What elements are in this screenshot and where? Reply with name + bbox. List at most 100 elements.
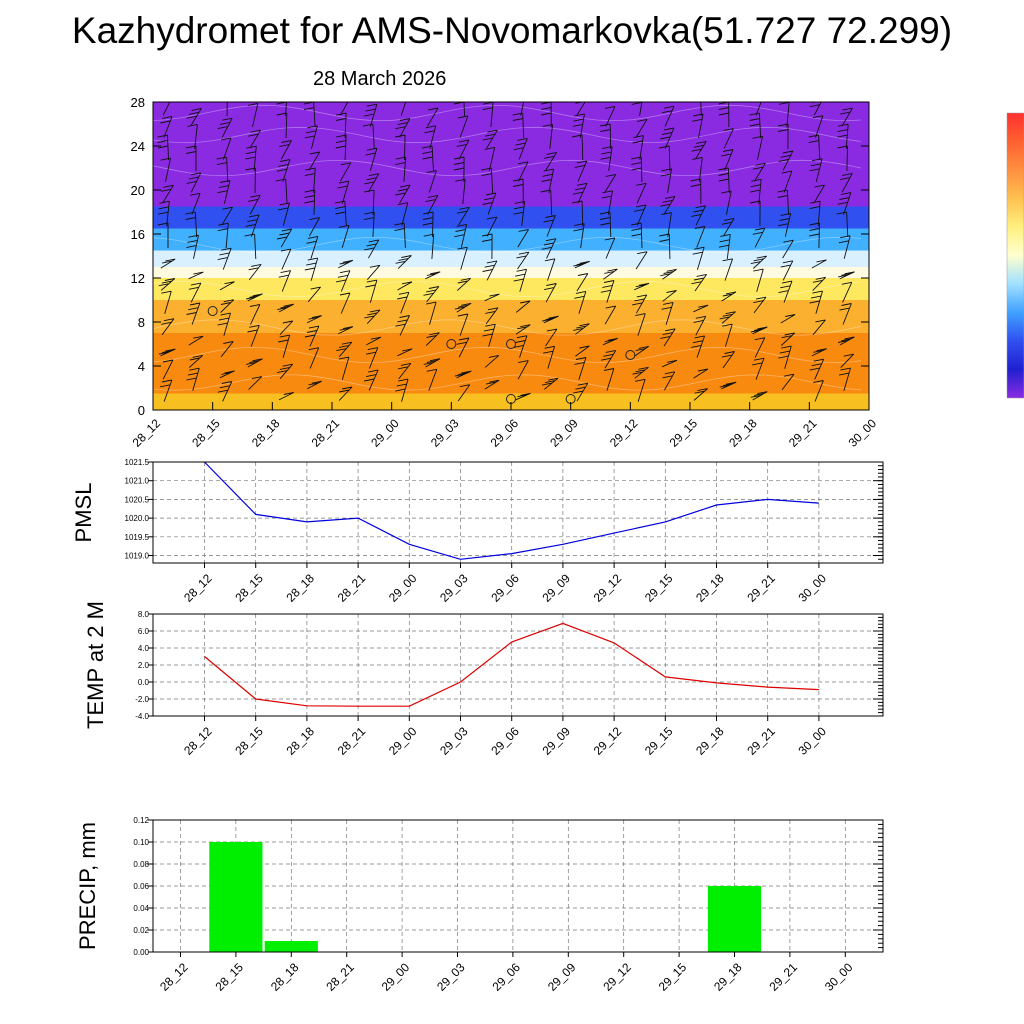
wind-barb (838, 271, 855, 280)
wind-barb (188, 282, 202, 303)
wind-barb (694, 226, 706, 248)
x-tick-label: 29_09 (540, 571, 574, 605)
wind-barb (217, 222, 229, 249)
wind-barb (690, 178, 702, 205)
wind-barb (573, 260, 590, 269)
wind-barb (364, 309, 381, 325)
wind-barb (718, 102, 730, 128)
x-tick-label: 29_09 (545, 960, 579, 994)
wind-barb (217, 117, 233, 138)
grid-lines (153, 461, 883, 563)
x-tick-label: 29_12 (591, 571, 625, 605)
wind-barb (304, 125, 318, 149)
temp-panel: -4.0 -2.0 0.0 2.0 4.0 6.0 8.0 28_12 28_15 28_18 28… (83, 601, 884, 758)
wind-barb (457, 384, 471, 402)
wind-barb (338, 356, 350, 380)
wind-barb (220, 299, 235, 313)
wind-barb (693, 304, 709, 313)
wind-barb (158, 200, 170, 227)
x-tick-label: 29_03 (428, 416, 462, 450)
x-tick-label: 29_09 (540, 724, 574, 758)
wind-barb (338, 224, 350, 248)
wind-barb (186, 302, 201, 325)
wind-barb (809, 222, 820, 249)
wind-barb (423, 286, 440, 303)
wind-barb (397, 291, 410, 314)
x-tick-label: 28_21 (335, 571, 369, 605)
y-tick-label: 4 (138, 359, 145, 374)
wind-barb (809, 290, 823, 314)
contour-line (153, 346, 862, 364)
precip-panel: 0.00 0.02 0.04 0.06 0.08 0.10 0.12 28_12 28_15 28… (75, 816, 884, 994)
wind-barb (541, 377, 559, 390)
wind-barb (423, 358, 441, 368)
wind-barb (278, 202, 290, 226)
wind-barb (599, 211, 612, 238)
colorbar-fill (1007, 113, 1024, 398)
y-tick-label: 1019.5 (125, 533, 150, 542)
wind-barb (662, 105, 675, 127)
x-tick-label: 30_00 (796, 571, 830, 605)
precip-bar (264, 941, 318, 952)
wind-barb (543, 345, 556, 369)
y-tick-label: 1020.0 (125, 514, 150, 523)
x-tick-label: 29_03 (434, 960, 468, 994)
wind-barb (780, 332, 796, 346)
contour-line (153, 280, 862, 298)
x-tick-label: 28_15 (189, 416, 223, 450)
y-tick-label: 0 (138, 403, 145, 418)
y-tick-label: 1021.0 (125, 477, 150, 486)
x-tick-label: 29_21 (744, 724, 778, 758)
wind-barb (185, 211, 198, 238)
wind-barb (306, 380, 322, 390)
wind-barb (186, 234, 199, 259)
x-tick-label: 29_15 (667, 416, 701, 450)
wind-barb (574, 290, 587, 314)
wind-barb (217, 180, 231, 204)
wind-barb (541, 102, 552, 128)
wind-barb (427, 107, 439, 127)
wind-barb (516, 300, 531, 313)
wind-barb (278, 334, 291, 358)
y-tick-label: 0.06 (133, 882, 149, 891)
x-tick-label: 28_21 (335, 724, 369, 758)
wind-barb (245, 214, 260, 237)
x-tick-label: 29_06 (488, 571, 522, 605)
wind-barb (334, 200, 347, 227)
wind-barb (481, 233, 493, 260)
wind-barb (247, 102, 259, 127)
x-tick-label: 28_12 (181, 724, 215, 758)
wind-barb (456, 206, 470, 226)
wind-barb (366, 264, 381, 280)
wind-barb (453, 102, 466, 117)
colorbar (1006, 112, 1024, 399)
wind-barb (631, 222, 643, 249)
wind-barb (306, 315, 322, 324)
wind-barb (246, 293, 263, 302)
wind-barb (280, 248, 292, 270)
wind-barb (722, 323, 733, 347)
wind-barb (226, 102, 228, 117)
wind-barb (339, 292, 351, 314)
wind-barb (572, 382, 589, 402)
wind-barb (364, 239, 380, 259)
grid-lines (153, 613, 883, 717)
grid-lines (153, 819, 883, 953)
wind-barb (837, 192, 852, 215)
wind-barb (809, 200, 821, 227)
x-tick-label: 28_21 (309, 416, 343, 450)
wind-barb (659, 145, 671, 172)
wind-barb (157, 222, 169, 248)
wind-barb (603, 268, 618, 280)
wind-barb (336, 341, 353, 357)
precip-bar (707, 886, 762, 952)
wind-barb (217, 381, 233, 402)
wind-barb (160, 379, 173, 402)
x-tick-label: 28_18 (284, 724, 318, 758)
wind-barb (363, 103, 378, 127)
wind-barb (365, 279, 378, 303)
wind-barb (160, 115, 173, 138)
wind-barb (574, 160, 588, 182)
wind-barb (278, 392, 295, 401)
y-tick-label: 0.08 (133, 860, 149, 869)
